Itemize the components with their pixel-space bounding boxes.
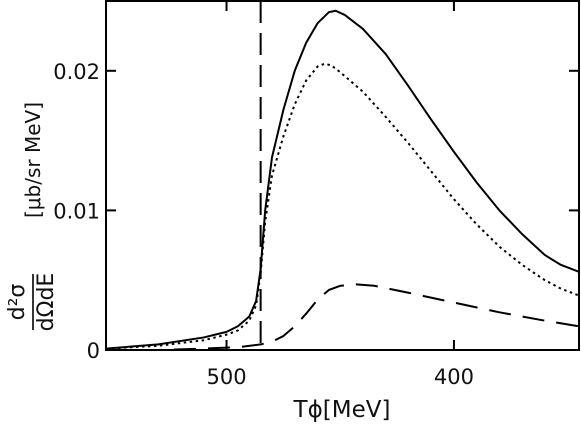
x-tick-label: 500: [206, 365, 246, 389]
plot-frame: [105, 0, 580, 351]
plot-area: [105, 1, 580, 351]
y-tick-label: 0.02: [53, 60, 100, 84]
y-label-unit: [μb/sr MeV]: [21, 102, 45, 218]
y-tick-label: 0: [87, 339, 100, 363]
series-line-solid: [105, 9, 580, 350]
y-axis-label: d²σ dΩdE [μb/sr MeV]: [5, 102, 59, 331]
x-axis-label: Tϕ[MeV]: [293, 397, 391, 423]
y-label-denominator: dΩdE: [34, 273, 59, 332]
y-tick-label: 0.01: [53, 199, 100, 223]
series-line-dashed: [106, 283, 580, 351]
y-label-numerator: d²σ: [5, 284, 30, 321]
x-tick-label: 400: [434, 365, 474, 389]
series-line-dotted: [105, 62, 580, 350]
axis-ticks: 500 400 0 0.01 0.02: [53, 1, 579, 389]
